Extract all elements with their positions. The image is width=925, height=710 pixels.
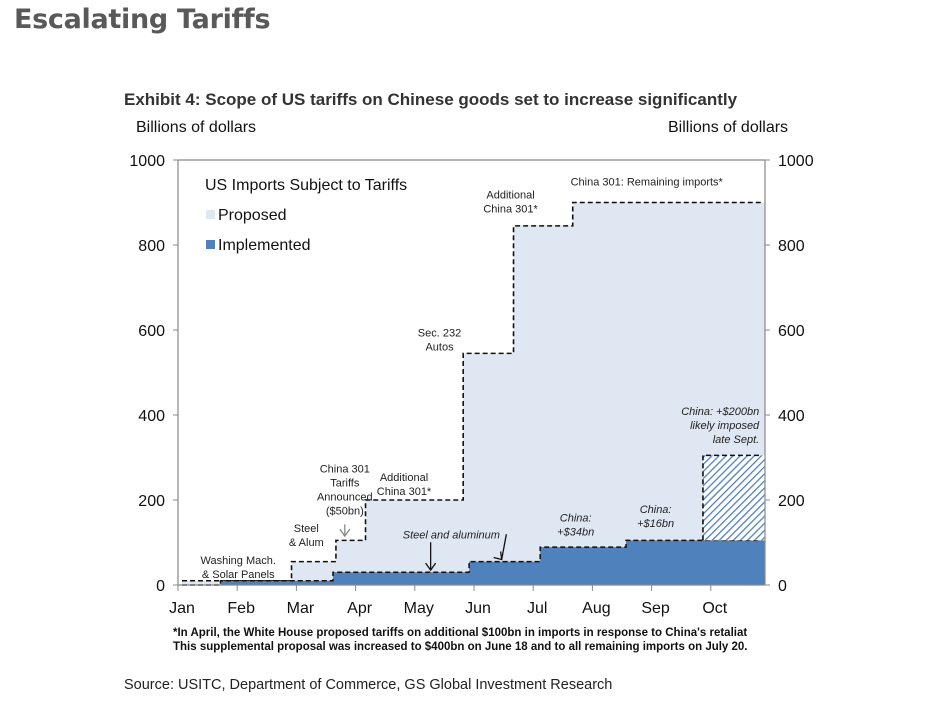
proposed-dashed-outline	[182, 201, 761, 582]
y-tick-label-right: 600	[778, 323, 805, 340]
annotation-line: Steel and aluminum	[403, 529, 500, 541]
legend-swatch	[206, 210, 215, 219]
arrowhead-icon	[339, 528, 351, 538]
annotation-label: Washing Mach. & Solar Panels	[201, 555, 276, 581]
y-tick-label-right: 0	[778, 578, 787, 595]
annotation-line: Sec. 232	[418, 327, 461, 339]
annotation-line: Autos	[425, 341, 454, 353]
legend-title: US Imports Subject to Tariffs	[205, 177, 407, 194]
annotation-line: Additional	[380, 472, 428, 484]
y-tick-label-right: 1000	[778, 153, 814, 170]
x-tick-label: May	[404, 600, 434, 617]
annotation-label: Steel and aluminum	[403, 529, 500, 541]
annotation-label: Additional China 301*	[377, 472, 432, 498]
annotation-label: China: +$200bn likely imposed late Sept.	[681, 406, 760, 446]
y-tick-label-right: 200	[778, 493, 805, 510]
arrowhead-icon	[425, 562, 437, 572]
implemented-dashed-outline	[182, 539, 761, 586]
source-note: Source: USITC, Department of Commerce, G…	[124, 677, 613, 693]
annotation-label: China: +$16bn	[637, 504, 674, 530]
implemented-series	[182, 539, 765, 586]
y-tick-label-left: 0	[156, 578, 165, 595]
y-tick-label-right: 800	[778, 238, 805, 255]
hatched-series	[702, 454, 765, 541]
y-tick-label-left: 400	[138, 408, 165, 425]
annotation-line: & Solar Panels	[202, 569, 275, 581]
annotation-line: China 301*	[377, 486, 432, 498]
annotation-line: ($50bn)	[326, 505, 364, 517]
annotation-line: likely imposed	[690, 420, 760, 432]
proposed-area	[182, 202, 765, 585]
arrowhead-icon	[493, 551, 503, 561]
annotation-label: China 301 Tariffs Announced ($50bn)	[317, 463, 373, 517]
annotation-line: Steel	[294, 523, 319, 535]
annotation-label: China: +$34bn	[557, 512, 594, 538]
y-tick-label-left: 800	[138, 238, 165, 255]
annotation-line: +$34bn	[557, 526, 594, 538]
annotation-line: Announced	[317, 491, 373, 503]
annotation-label: China 301: Remaining imports*	[571, 177, 724, 189]
annotation-line: China:	[640, 504, 672, 516]
annotation-line: +$16bn	[637, 518, 674, 530]
x-tick-label: Feb	[227, 600, 255, 617]
slide-title: Escalating Tariffs	[14, 4, 271, 35]
annotations: Washing Mach. & Solar Panels Steel & Alum Ch…	[201, 177, 761, 581]
x-tick-label: Mar	[287, 600, 315, 617]
annotation-line: Additional	[486, 189, 534, 201]
arrow-icon	[501, 534, 507, 560]
legend: US Imports Subject to Tariffs Proposed Imp…	[205, 177, 407, 254]
annotation-line: late Sept.	[713, 434, 759, 446]
right-axis-unit-label: Billions of dollars	[668, 119, 789, 136]
chart-title: Exhibit 4: Scope of US tariffs on Chines…	[124, 90, 738, 109]
hatched-dashed-outline	[702, 454, 762, 541]
annotation-line: China 301: Remaining imports*	[571, 177, 724, 189]
x-tick-label: Oct	[702, 600, 727, 617]
hatched-area-200bn	[702, 455, 765, 541]
implemented-area	[182, 540, 765, 585]
x-tick-label: Jul	[527, 600, 547, 617]
annotation-label: Steel & Alum	[289, 523, 324, 549]
y-tick-label-right: 400	[778, 408, 805, 425]
annotation-line: & Alum	[289, 537, 324, 549]
y-tick-label-left: 1000	[129, 153, 165, 170]
footnote-line-2: This supplemental proposal was increased…	[173, 641, 748, 653]
annotation-line: China:	[560, 512, 592, 524]
left-axis-unit-label: Billions of dollars	[136, 119, 257, 136]
y-tick-label-left: 600	[138, 323, 165, 340]
axes: 0 0 200 200 400 400 600 600 800 800 1000 1000 Jan Feb…	[129, 153, 813, 617]
proposed-series	[182, 201, 765, 585]
legend-entry-label: Implemented	[218, 237, 311, 254]
footnote-line-1: *In April, the White House proposed tari…	[173, 627, 748, 639]
annotation-line: Washing Mach.	[201, 555, 276, 567]
x-tick-label: Apr	[347, 600, 373, 617]
legend-swatch	[206, 240, 215, 249]
x-tick-label: Sep	[641, 600, 670, 617]
y-tick-label-left: 200	[138, 493, 165, 510]
annotation-label: Additional China 301*	[483, 189, 538, 215]
annotation-line: China: +$200bn	[681, 406, 759, 418]
annotation-label: Sec. 232 Autos	[418, 327, 461, 353]
annotation-line: China 301*	[483, 203, 538, 215]
x-tick-label: Jun	[465, 600, 491, 617]
x-tick-label: Jan	[169, 600, 195, 617]
legend-entry-label: Proposed	[218, 207, 287, 224]
annotation-line: China 301	[320, 463, 370, 475]
x-tick-label: Aug	[582, 600, 610, 617]
annotation-line: Tariffs	[330, 477, 360, 489]
